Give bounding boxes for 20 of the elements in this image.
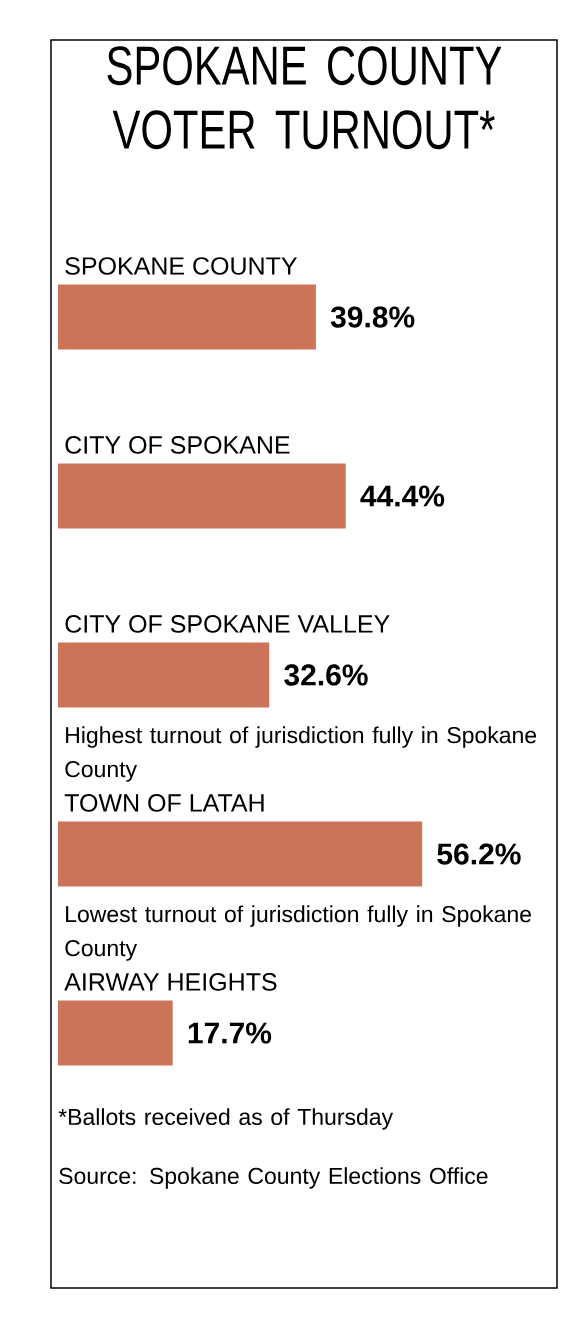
data-label: 39.8% <box>330 306 415 328</box>
annotation: Lowest turnout of jurisdiction fully in Spokane County <box>65 905 531 961</box>
chart-title: SPOKANE COUNTY VOTER TURNOUT* <box>107 46 502 150</box>
bar <box>58 284 316 350</box>
data-label: 17.7% <box>188 1022 272 1044</box>
bar <box>58 642 270 708</box>
text: *Ballots received as of Thursday <box>58 1108 394 1130</box>
y-tick-label: AIRWAY HEIGHTS <box>64 973 277 991</box>
data-label: 44.4% <box>360 485 445 507</box>
annotation: Highest turnout of jurisdiction fully in Spokane County <box>65 726 537 782</box>
bar <box>58 463 346 529</box>
data-label: 56.2% <box>437 843 521 865</box>
y-tick-label: CITY OF SPOKANE <box>65 436 290 454</box>
bar <box>58 821 423 887</box>
y-tick-label: CITY OF SPOKANE VALLEY <box>65 615 390 633</box>
y-tick-label: SPOKANE COUNTY <box>65 257 297 275</box>
y-tick-label: TOWN OF LATAH <box>64 794 264 812</box>
data-label: 32.6% <box>284 664 368 686</box>
bar <box>58 1000 173 1066</box>
source-note: Source: Spokane County Elections Office <box>59 1167 488 1189</box>
